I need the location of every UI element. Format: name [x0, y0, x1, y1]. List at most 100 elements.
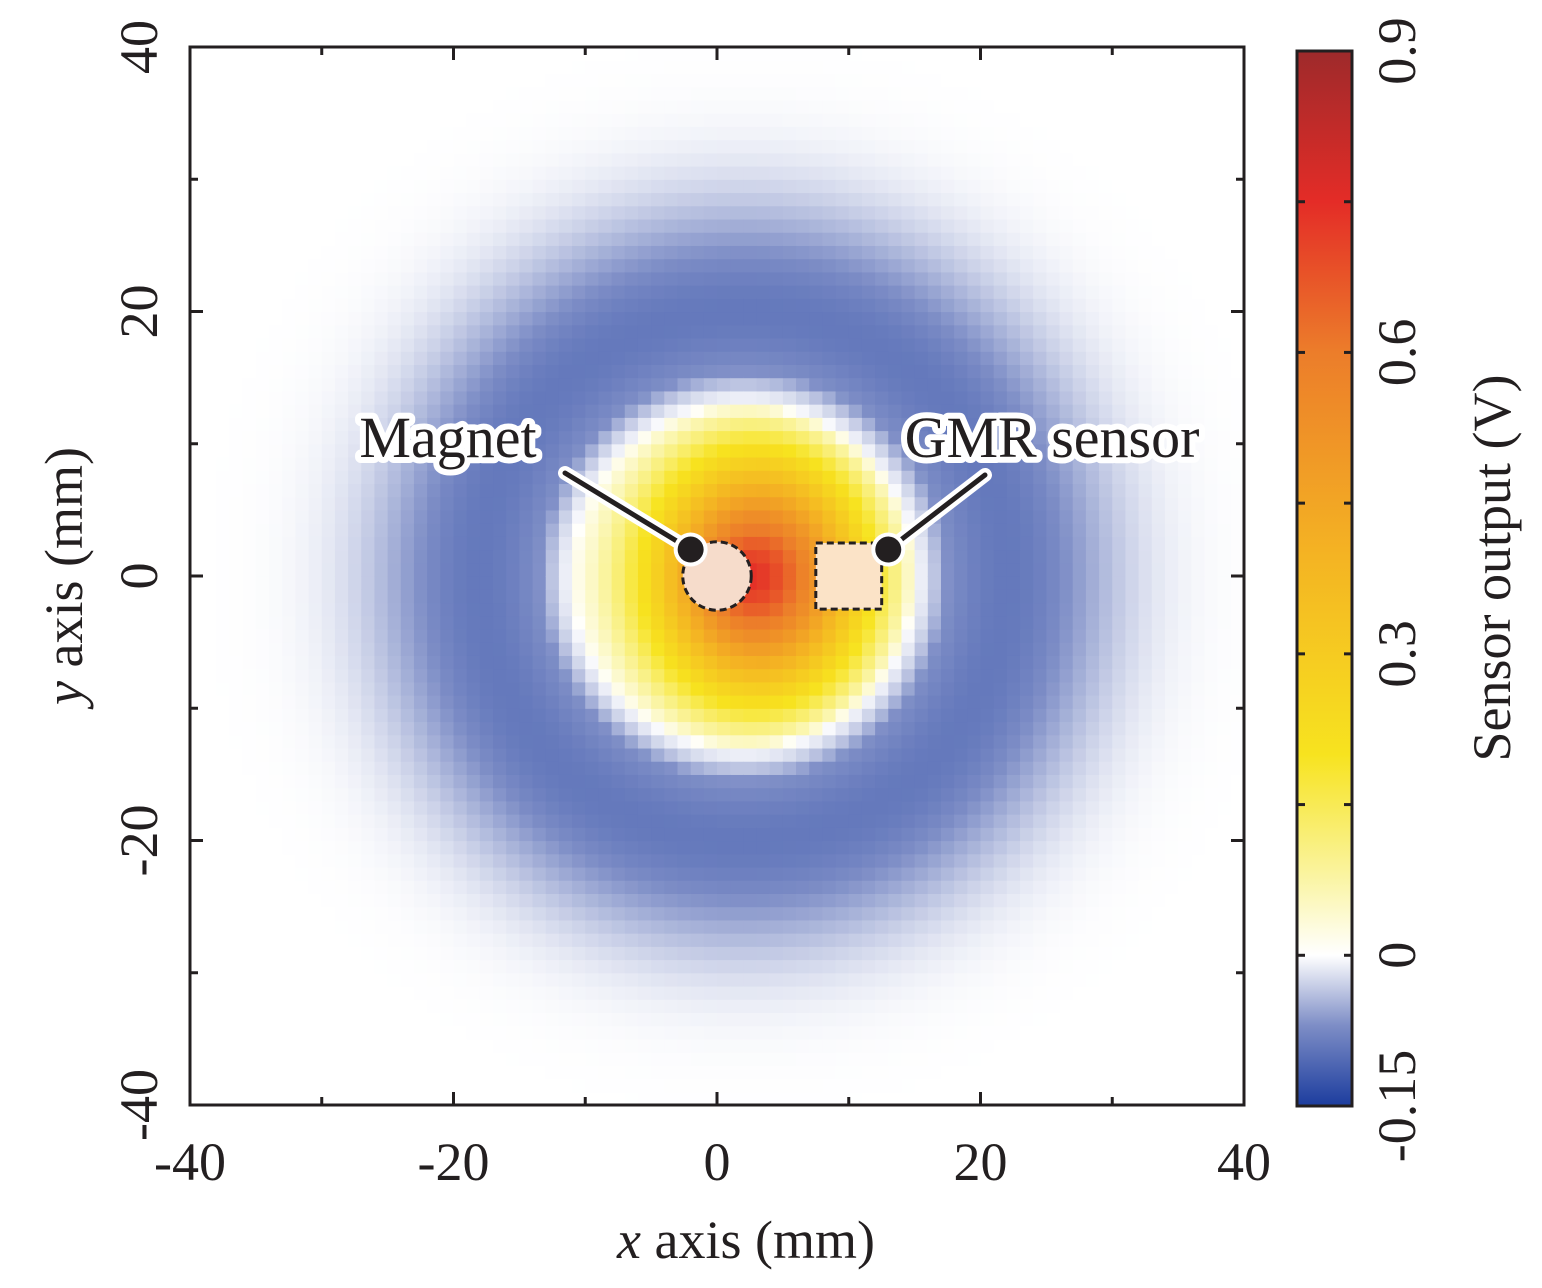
- heatmap-cell: [875, 218, 889, 233]
- heatmap-cell: [572, 549, 586, 564]
- heatmap-cell: [717, 668, 731, 683]
- heatmap-cell: [242, 192, 257, 207]
- heatmap-cell: [967, 1078, 982, 1093]
- heatmap-cell: [769, 615, 784, 630]
- heatmap-cell: [334, 866, 349, 881]
- heatmap-cell: [967, 324, 982, 339]
- heatmap-cell: [506, 695, 520, 709]
- heatmap-cell: [796, 139, 810, 154]
- heatmap-cell: [282, 1078, 297, 1093]
- heatmap-cell: [572, 814, 586, 828]
- heatmap-cell: [901, 853, 916, 868]
- heatmap-cell: [980, 496, 995, 511]
- heatmap-cell: [822, 668, 837, 683]
- heatmap-cell: [572, 774, 586, 789]
- heatmap-cell: [387, 126, 402, 141]
- heatmap-cell: [334, 985, 349, 1000]
- heatmap-cell: [400, 483, 415, 498]
- heatmap-cell: [888, 880, 903, 894]
- heatmap-cell: [374, 483, 389, 498]
- heatmap-cell: [1006, 800, 1021, 815]
- heatmap-cell: [216, 906, 231, 921]
- heatmap-cell: [993, 496, 1008, 511]
- heatmap-cell: [835, 1038, 850, 1053]
- heatmap-cell: [848, 1012, 863, 1027]
- heatmap-cell: [374, 1078, 389, 1093]
- heatmap-cell: [466, 761, 481, 775]
- heatmap-cell: [954, 324, 968, 339]
- heatmap-cell: [190, 496, 204, 511]
- heatmap-cell: [506, 866, 520, 881]
- heatmap-cell: [203, 60, 217, 75]
- heatmap-cell: [572, 258, 586, 273]
- heatmap-cell: [875, 509, 889, 524]
- heatmap-cell: [980, 139, 995, 154]
- heatmap-cell: [703, 1038, 718, 1053]
- heatmap-cell: [506, 311, 520, 326]
- heatmap-cell: [190, 99, 204, 114]
- heatmap-cell: [637, 721, 652, 736]
- heatmap-cell: [940, 86, 955, 101]
- heatmap-cell: [269, 232, 283, 246]
- heatmap-cell: [848, 800, 863, 815]
- heatmap-cell: [361, 800, 376, 815]
- heatmap-cell: [611, 721, 626, 736]
- heatmap-cell: [901, 774, 916, 789]
- heatmap-cell: [756, 866, 771, 881]
- heatmap-cell: [888, 946, 903, 961]
- heatmap-cell: [782, 615, 797, 630]
- heatmap-cell: [703, 311, 718, 326]
- heatmap-cell: [282, 470, 297, 485]
- heatmap-cell: [980, 1052, 995, 1066]
- heatmap-cell: [835, 456, 850, 471]
- heatmap-cell: [361, 285, 376, 299]
- heatmap-cell: [940, 311, 955, 326]
- heatmap-cell: [611, 377, 626, 392]
- heatmap-cell: [993, 417, 1008, 432]
- heatmap-cell: [466, 218, 481, 233]
- heatmap-cell: [506, 655, 520, 670]
- heatmap-cell: [637, 827, 652, 842]
- heatmap-cell: [637, 245, 652, 260]
- heatmap-cell: [387, 470, 402, 485]
- heatmap-cell: [980, 523, 995, 537]
- heatmap-cell: [967, 351, 982, 365]
- heatmap-cell: [572, 324, 586, 339]
- heatmap-cell: [558, 972, 573, 987]
- heatmap-cell: [413, 417, 428, 432]
- heatmap-cell: [637, 615, 652, 630]
- heatmap-cell: [558, 443, 573, 458]
- heatmap-cell: [295, 602, 310, 617]
- heatmap-cell: [585, 1052, 600, 1066]
- heatmap-cell: [848, 311, 863, 326]
- heatmap-cell: [479, 470, 494, 485]
- heatmap-cell: [730, 853, 744, 868]
- heatmap-cell: [927, 86, 942, 101]
- heatmap-cell: [532, 179, 547, 194]
- heatmap-cell: [730, 774, 744, 789]
- heatmap-cell: [282, 364, 297, 379]
- heatmap-cell: [927, 695, 942, 709]
- heatmap-cell: [954, 337, 968, 352]
- heatmap-cell: [861, 1012, 876, 1027]
- heatmap-cell: [927, 390, 942, 405]
- heatmap-cell: [861, 985, 876, 1000]
- heatmap-cell: [255, 126, 270, 141]
- heatmap-cell: [598, 642, 613, 656]
- heatmap-cell: [861, 126, 876, 141]
- heatmap-cell: [269, 695, 283, 709]
- heatmap-cell: [993, 761, 1008, 775]
- heatmap-cell: [664, 311, 679, 326]
- heatmap-cell: [717, 866, 731, 881]
- heatmap-cell: [572, 218, 586, 233]
- heatmap-cell: [914, 1065, 929, 1080]
- heatmap-cell: [203, 576, 217, 590]
- heatmap-cell: [624, 959, 639, 974]
- heatmap-cell: [493, 655, 507, 670]
- heatmap-cell: [532, 1078, 547, 1093]
- heatmap-cell: [427, 1038, 441, 1053]
- heatmap-cell: [532, 708, 547, 723]
- heatmap-cell: [545, 1065, 560, 1080]
- heatmap-cell: [835, 523, 850, 537]
- heatmap-cell: [835, 166, 850, 180]
